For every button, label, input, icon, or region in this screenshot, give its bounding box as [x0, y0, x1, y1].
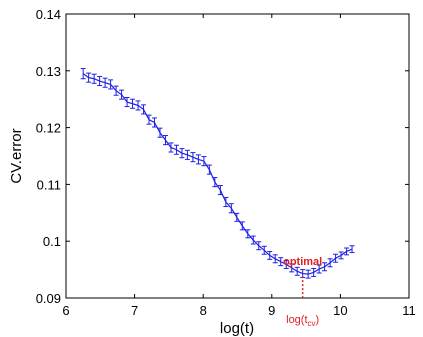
y-tick-label: 0.09: [36, 291, 61, 306]
error-bar: [162, 135, 168, 146]
error-bar: [333, 253, 339, 263]
error-bar: [322, 262, 328, 272]
series-layer: [80, 68, 355, 279]
x-tick-label: 6: [62, 303, 69, 318]
error-bar: [245, 229, 251, 239]
error-bar: [311, 267, 317, 277]
error-bar: [234, 212, 240, 222]
log-tcv-label-main: log(t: [286, 314, 307, 326]
error-bar: [86, 72, 92, 83]
error-bar: [267, 250, 273, 260]
error-bar: [113, 85, 119, 96]
optimal-label: optimal: [283, 256, 322, 268]
error-bar: [168, 142, 174, 153]
error-bar: [102, 77, 108, 88]
error-bar: [201, 156, 207, 167]
error-bar: [173, 144, 179, 155]
y-tick-label: 0.13: [36, 64, 61, 79]
annotation-layer: optimal log(tcv): [283, 256, 322, 328]
y-axis-title: CV.error: [8, 128, 25, 183]
error-bar: [250, 235, 256, 245]
error-bar: [239, 221, 245, 231]
error-bar: [119, 89, 125, 100]
log-tcv-label-close: ): [316, 314, 320, 326]
plot-area: [65, 13, 410, 299]
error-bar: [228, 203, 234, 214]
error-bar: [223, 196, 229, 208]
error-bar: [217, 185, 223, 196]
error-bar: [305, 269, 311, 279]
error-bar: [289, 263, 295, 273]
error-bar: [316, 264, 322, 274]
error-bar: [327, 258, 333, 268]
error-bar: [135, 100, 141, 111]
x-tick-label: 8: [200, 303, 207, 318]
error-bar: [212, 177, 218, 188]
error-bar: [190, 152, 196, 163]
y-tick-label: 0.1: [43, 234, 61, 249]
error-bar: [344, 247, 350, 256]
x-axis-ticks: 6 7 8 9 10 11: [62, 14, 416, 318]
error-bar: [278, 257, 284, 267]
error-bar: [256, 241, 262, 251]
error-bar: [80, 68, 86, 80]
error-bar: [151, 117, 157, 128]
y-tick-label: 0.11: [37, 177, 61, 192]
log-tcv-label-sub: cv: [308, 319, 316, 328]
x-tick-label: 10: [333, 303, 347, 318]
error-bar: [184, 149, 190, 160]
y-axis-ticks: 0.09 0.1 0.11 0.12 0.13 0.14: [36, 7, 409, 306]
error-bar: [97, 75, 103, 87]
x-tick-label: 9: [268, 303, 275, 318]
x-axis-title: log(t): [220, 320, 254, 337]
error-bar: [349, 245, 355, 254]
y-tick-label: 0.14: [36, 7, 61, 22]
error-bar: [141, 104, 147, 115]
error-bar: [108, 79, 114, 90]
error-bar: [157, 127, 163, 138]
error-bar: [130, 98, 136, 109]
error-bar: [195, 154, 201, 165]
x-tick-label: 11: [402, 303, 416, 318]
x-tick-label: 7: [131, 303, 138, 318]
error-bar: [272, 254, 278, 264]
y-tick-label: 0.12: [36, 121, 61, 136]
error-bar: [146, 114, 152, 125]
error-bar: [124, 96, 130, 108]
error-bar: [261, 245, 267, 255]
error-bar: [283, 260, 289, 269]
series-line: [82, 73, 353, 275]
error-bar: [294, 266, 300, 276]
error-bar: [338, 251, 344, 260]
log-tcv-label: log(tcv): [286, 314, 319, 328]
error-bar: [206, 164, 212, 175]
error-bar: [91, 73, 97, 84]
error-bar: [179, 148, 185, 159]
